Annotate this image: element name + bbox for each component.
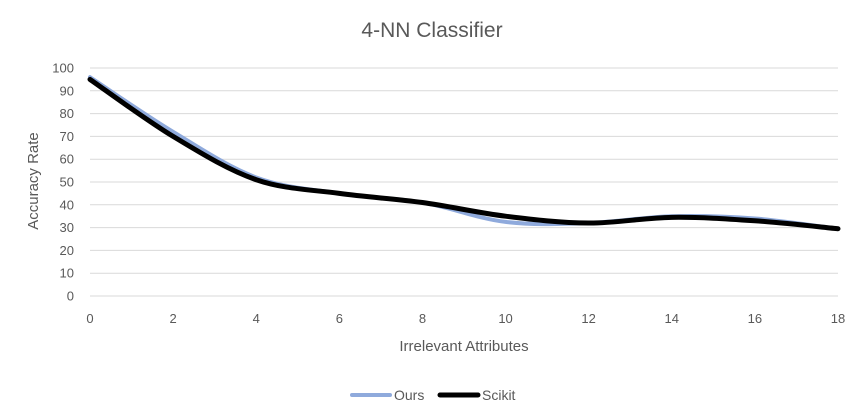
- x-tick-label: 6: [336, 311, 343, 326]
- y-tick-label: 40: [60, 197, 74, 212]
- y-tick-label: 90: [60, 83, 74, 98]
- legend: Ours Scikit: [350, 387, 516, 403]
- x-axis-label: Irrelevant Attributes: [399, 338, 528, 355]
- legend-label-ours: Ours: [394, 387, 424, 403]
- y-tick-label: 100: [52, 61, 74, 76]
- y-tick-label: 70: [60, 129, 74, 144]
- x-tick-label: 16: [748, 311, 762, 326]
- y-tick-label: 0: [67, 289, 74, 304]
- x-tick-label: 0: [86, 311, 93, 326]
- y-tick-label: 20: [60, 243, 74, 258]
- chart-title: 4-NN Classifier: [361, 19, 502, 42]
- y-tick-label: 50: [60, 175, 74, 190]
- x-axis-ticks: 0 2 4 6 8 10 12 14 16 18: [86, 311, 845, 326]
- x-tick-label: 18: [831, 311, 845, 326]
- y-tick-label: 10: [60, 266, 74, 281]
- y-tick-label: 80: [60, 106, 74, 121]
- y-axis-label: Accuracy Rate: [25, 132, 42, 230]
- x-tick-label: 10: [498, 311, 512, 326]
- legend-label-scikit: Scikit: [482, 387, 516, 403]
- x-tick-label: 8: [419, 311, 426, 326]
- x-tick-label: 14: [665, 311, 679, 326]
- x-tick-label: 12: [581, 311, 595, 326]
- gridlines: [90, 67, 838, 297]
- series-line-scikit: [87, 76, 841, 232]
- y-axis-ticks: 0 10 20 30 40 50 60 70 80 90 100: [52, 61, 74, 304]
- series-lines: [87, 75, 841, 232]
- x-tick-label: 4: [253, 311, 260, 326]
- x-tick-label: 2: [169, 311, 176, 326]
- y-tick-label: 30: [60, 220, 74, 235]
- y-tick-label: 60: [60, 152, 74, 167]
